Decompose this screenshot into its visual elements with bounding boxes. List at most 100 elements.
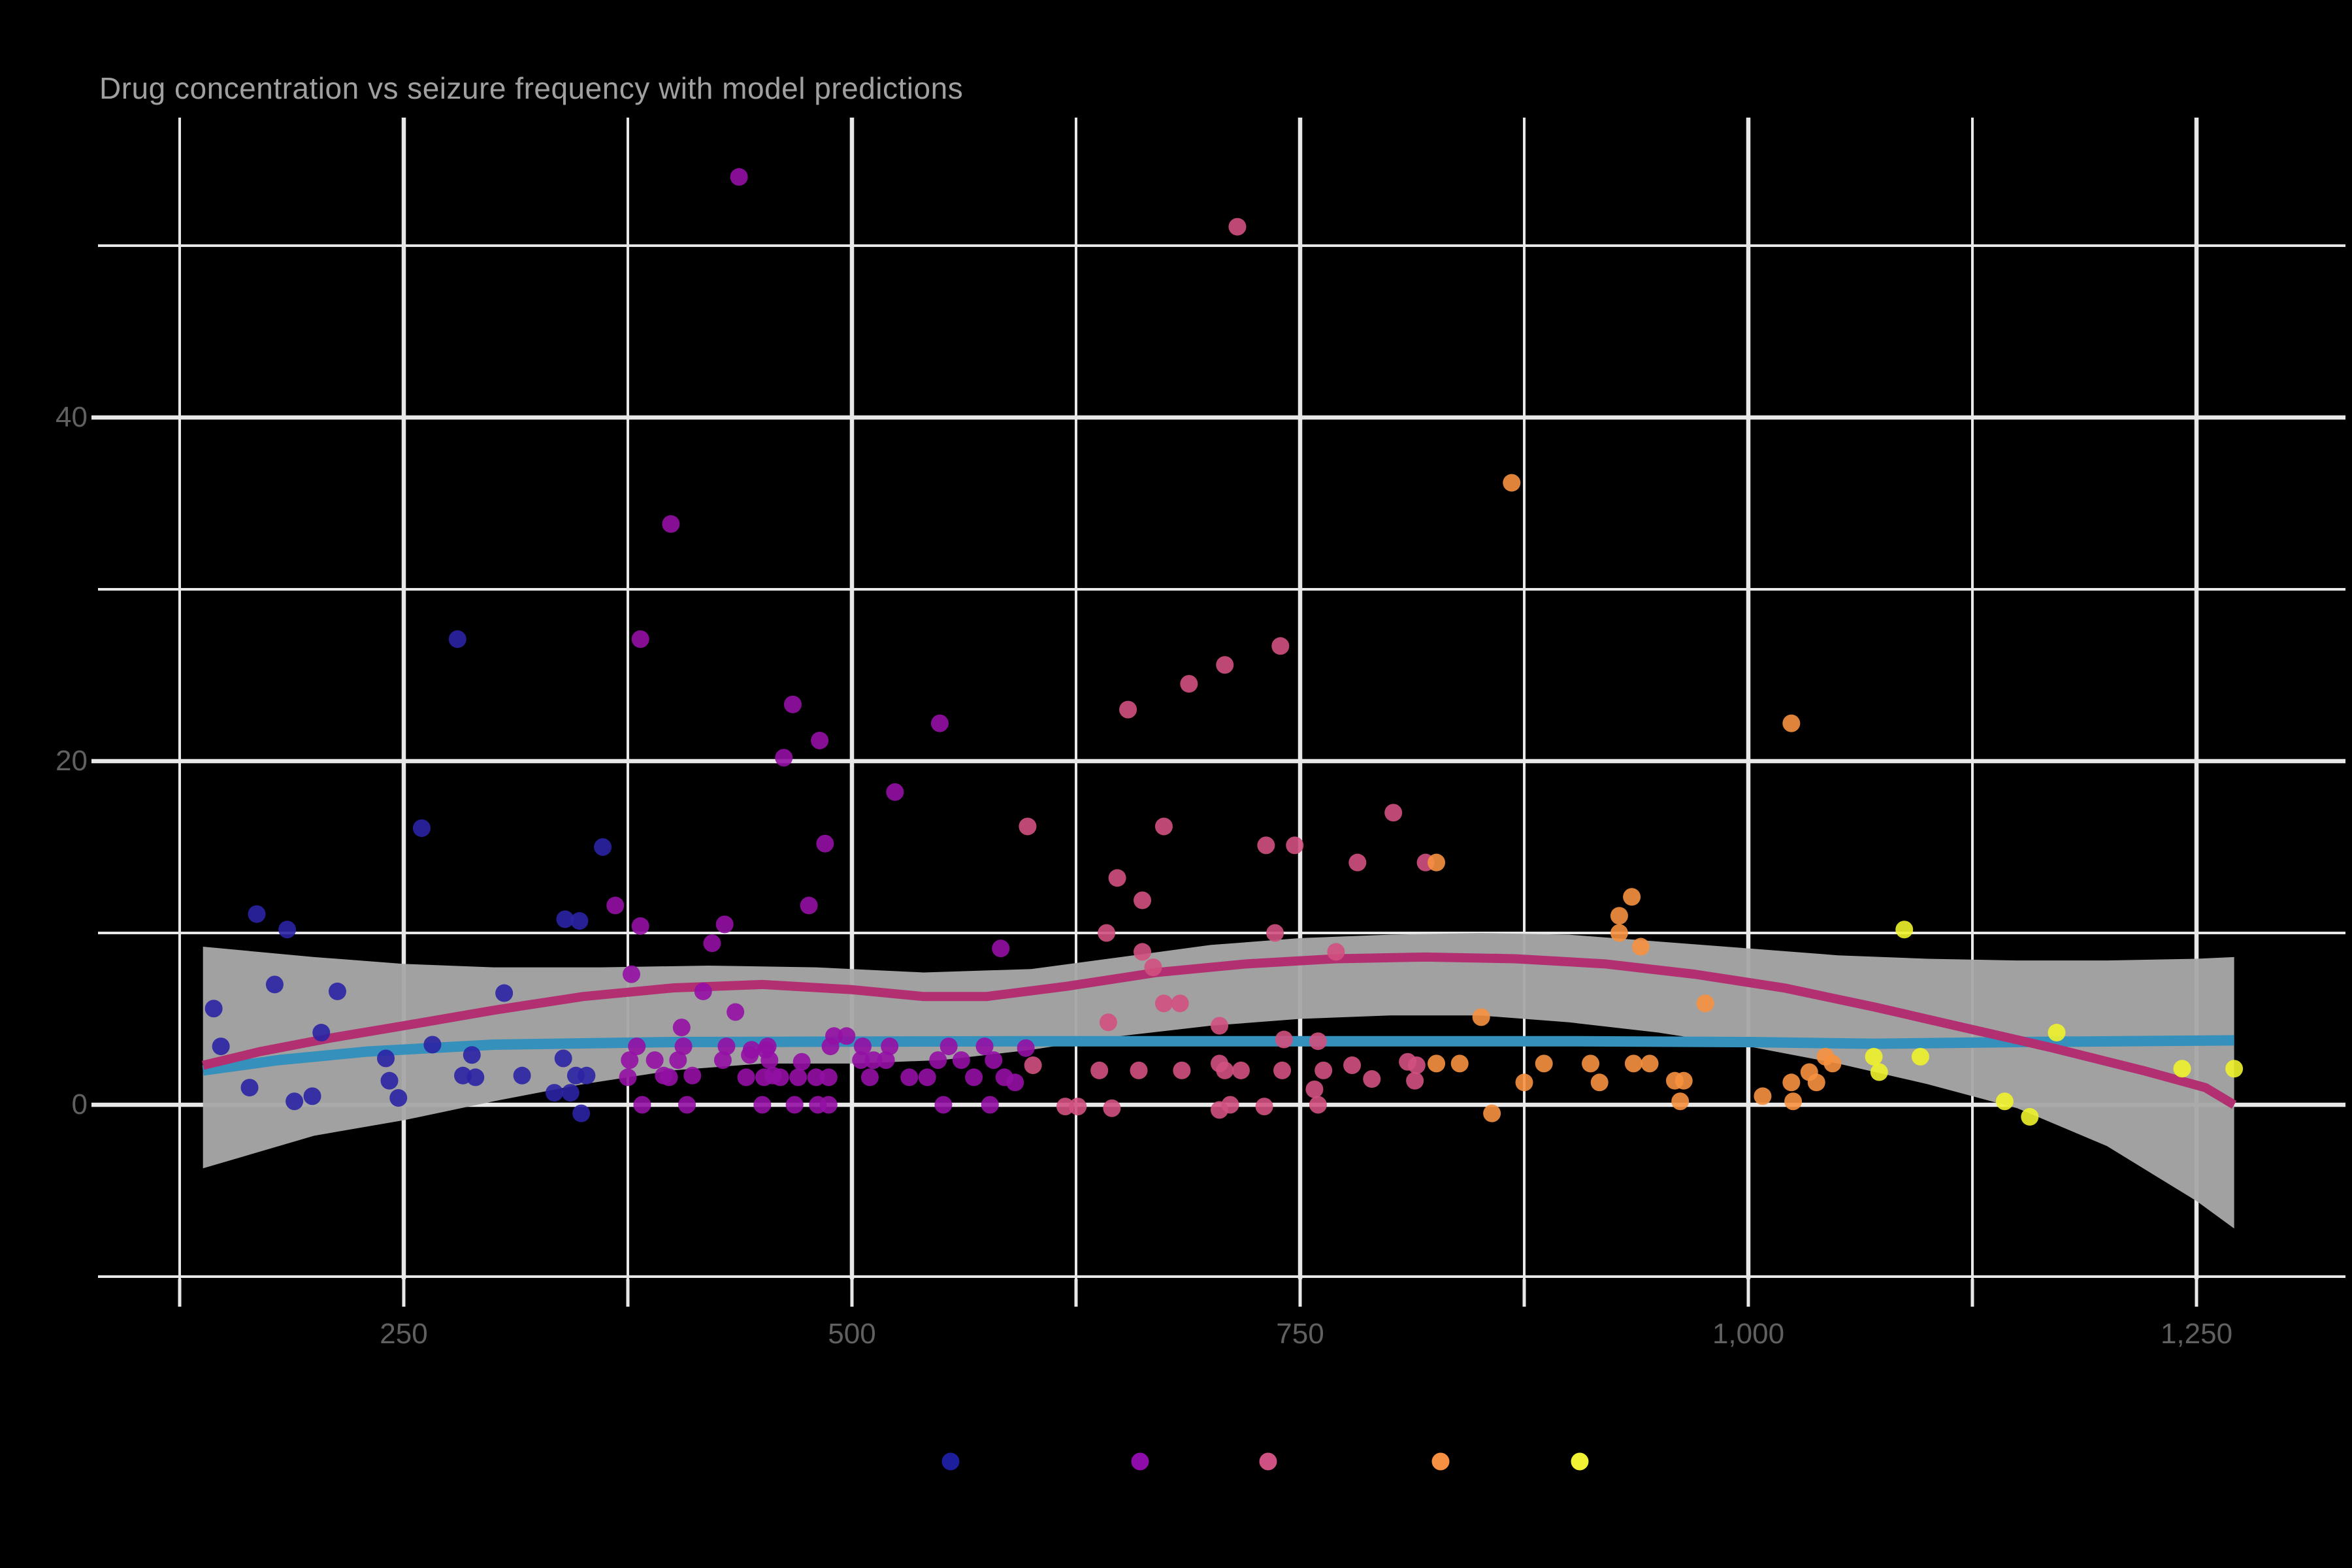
scatter-point-group-2-purple: [619, 1068, 637, 1086]
scatter-point-group-1-darkblue: [248, 905, 266, 923]
scatter-point-group-2-purple: [606, 896, 625, 915]
scatter-point-group-3-pink: [1090, 1061, 1109, 1079]
scatter-point-group-2-purple: [662, 515, 680, 533]
scatter-point-group-2-purple: [717, 1037, 736, 1056]
scatter-point-group-3-pink: [1024, 1056, 1042, 1075]
scatter-point-group-1-darkblue: [545, 1084, 563, 1102]
scatter-point-group-4-orange: [1624, 1054, 1642, 1073]
scatter-point-group-1-darkblue: [389, 1088, 408, 1107]
scatter-point-group-2-purple: [785, 1096, 804, 1114]
scatter-point-group-2-purple: [771, 1068, 789, 1086]
scatter-point-group-4-orange: [1428, 853, 1446, 872]
scatter-point-group-1-darkblue: [286, 1092, 304, 1111]
scatter-point-group-2-purple: [622, 965, 640, 983]
scatter-point-group-5-yellow: [2173, 1060, 2191, 1078]
scatter-point-group-2-purple: [886, 783, 904, 801]
scatter-point-group-3-pink: [1363, 1070, 1381, 1088]
scatter-point-group-2-purple: [631, 630, 649, 648]
scatter-point-group-1-darkblue: [412, 819, 431, 838]
x-tick-label: 1,250: [2161, 1318, 2232, 1350]
scatter-point-group-3-pink: [1099, 1013, 1117, 1032]
scatter-point-group-2-purple: [703, 934, 721, 953]
scatter-point-group-2-purple: [819, 1068, 838, 1086]
scatter-point-group-2-purple: [852, 1051, 870, 1070]
scatter-point-group-3-pink: [1406, 1071, 1424, 1090]
scatter-point-group-2-purple: [825, 1027, 843, 1045]
scatter-point-group-2-purple: [760, 1051, 779, 1070]
legend-swatch-2: [1131, 1452, 1149, 1471]
scatter-point-group-5-yellow: [1870, 1063, 1888, 1081]
scatter-point-group-1-darkblue: [572, 1104, 591, 1122]
scatter-point-group-1-darkblue: [380, 1071, 399, 1090]
scatter-point-group-3-pink: [1154, 817, 1173, 836]
scatter-point-group-2-purple: [811, 731, 829, 749]
scatter-point-group-2-purple: [939, 1037, 958, 1056]
x-tick-label: 500: [828, 1318, 875, 1350]
scatter-point-group-3-pink: [1098, 924, 1116, 942]
scatter-point-group-1-darkblue: [328, 982, 346, 1000]
legend-swatch-1: [941, 1452, 960, 1471]
scatter-point-group-2-purple: [683, 1066, 702, 1085]
scatter-point-group-3-pink: [1384, 804, 1403, 822]
scatter-point-group-4-orange: [1450, 1054, 1469, 1073]
scatter-point-group-2-purple: [759, 1037, 777, 1056]
chart-title: Drug concentration vs seizure frequency …: [99, 71, 964, 105]
scatter-point-group-3-pink: [1327, 943, 1345, 961]
scatter-point-group-2-purple: [860, 1068, 879, 1086]
scatter-point-group-3-pink: [1228, 218, 1247, 236]
legend-swatch-5: [1571, 1452, 1589, 1471]
scatter-point-group-2-purple: [727, 1003, 745, 1021]
scatter-point-group-4-orange: [1610, 924, 1628, 942]
scatter-point-group-4-orange: [1754, 1087, 1772, 1105]
scatter-point-group-3-pink: [1309, 1032, 1327, 1051]
scatter-point-group-1-darkblue: [312, 1024, 331, 1042]
scatter-point-group-4-orange: [1623, 888, 1641, 906]
scatter-point-group-3-pink: [1309, 1096, 1327, 1114]
scatter-point-group-3-pink: [1407, 1056, 1426, 1075]
scatter-point-group-2-purple: [775, 749, 793, 767]
scatter-point-group-4-orange: [1503, 474, 1521, 492]
scatter-point-group-2-purple: [975, 1037, 994, 1056]
scatter-point-group-3-pink: [1271, 637, 1290, 655]
scatter-point-group-3-pink: [1144, 958, 1162, 977]
scatter-point-group-2-purple: [918, 1068, 936, 1086]
scatter-point-group-5-yellow: [1895, 921, 1914, 939]
scatter-point-group-2-purple: [853, 1037, 872, 1056]
scatter-point-group-1-darkblue: [554, 1049, 572, 1068]
scatter-point-group-2-purple: [900, 1068, 919, 1086]
y-tick-label: 40: [56, 401, 88, 433]
scatter-point-group-1-darkblue: [278, 921, 297, 939]
scatter-point-group-5-yellow: [2021, 1107, 2039, 1126]
scatter-point-group-2-purple: [965, 1068, 983, 1086]
scatter-point-group-5-yellow: [2225, 1060, 2244, 1078]
scatter-point-group-4-orange: [1696, 994, 1714, 1013]
scatter-point-group-5-yellow: [1911, 1047, 1929, 1066]
scatter-point-group-1-darkblue: [513, 1066, 531, 1085]
scatter-point-group-4-orange: [1674, 1071, 1693, 1090]
scatter-point-group-1-darkblue: [204, 1000, 223, 1018]
scatter-point-group-3-pink: [1286, 836, 1304, 855]
scatter-point-group-2-purple: [783, 695, 802, 713]
scatter-point-group-4-orange: [1631, 938, 1650, 956]
scatter-point-group-2-purple: [742, 1041, 760, 1059]
scatter-point-group-2-purple: [800, 896, 818, 915]
scatter-point-group-4-orange: [1671, 1092, 1690, 1111]
scatter-point-group-4-orange: [1590, 1073, 1609, 1092]
scatter-point-group-1-darkblue: [561, 1084, 580, 1102]
scatter-point-group-3-pink: [1255, 1098, 1273, 1116]
scatter-point-group-2-purple: [1017, 1039, 1035, 1057]
scatter-point-group-3-pink: [1315, 1061, 1333, 1079]
scatter-point-group-2-purple: [992, 939, 1010, 958]
scatter-point-group-3-pink: [1108, 869, 1126, 887]
scatter-point-group-4-orange: [1807, 1073, 1825, 1092]
scatter-point-group-3-pink: [1103, 1099, 1121, 1117]
scatter-point-group-2-purple: [981, 1096, 999, 1114]
scatter-point-group-2-purple: [694, 982, 712, 1000]
scatter-point-group-5-yellow: [2048, 1024, 2066, 1042]
scatter-point-group-1-darkblue: [448, 630, 466, 648]
scatter-point-group-2-purple: [645, 1051, 664, 1070]
scatter-point-group-2-purple: [730, 168, 748, 186]
scatter-point-group-2-purple: [628, 1037, 646, 1056]
scatter-point-group-3-pink: [1266, 924, 1284, 942]
